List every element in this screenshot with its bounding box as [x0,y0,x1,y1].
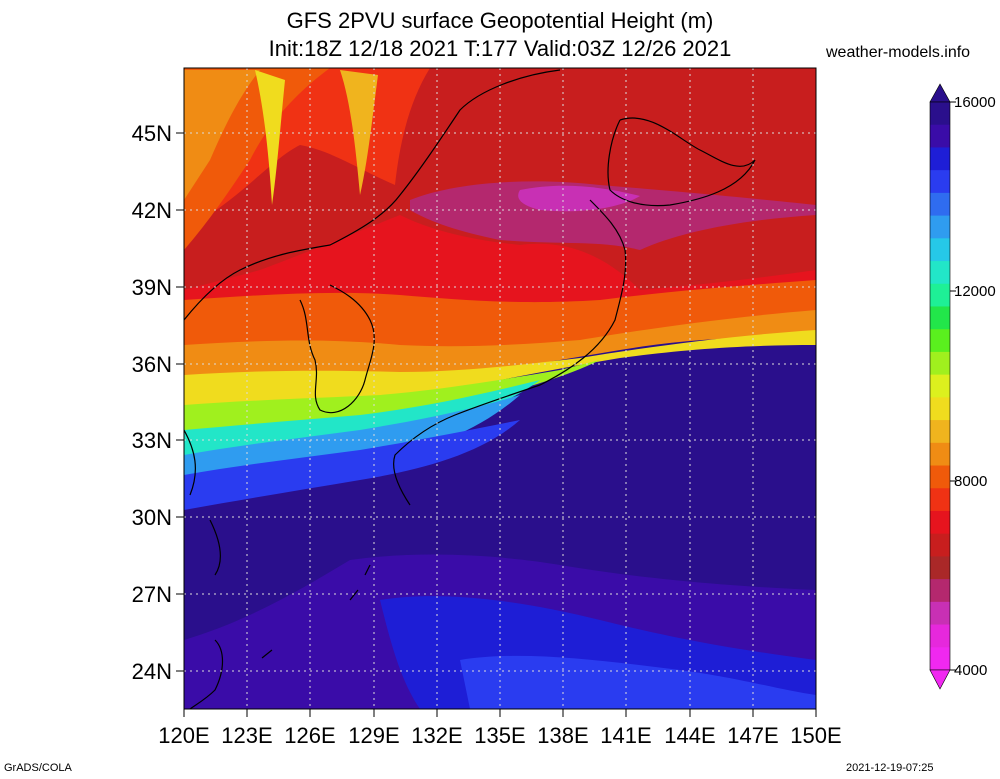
lon-label: 144E [664,723,715,748]
colorbar-cell [930,579,950,603]
colorbar-cell [930,261,950,285]
colorbar-cell [930,397,950,421]
lon-label: 126E [284,723,335,748]
credit-label: weather-models.info [826,44,971,61]
lon-label: 120E [158,723,209,748]
colorbar-max-arrow [929,83,951,103]
colorbar-cell [930,192,950,217]
colorbar-cell [930,124,950,148]
lon-label: 123E [221,723,272,748]
lon-axis: 120E 123E 126E 129E 132E 135E 138E 141E … [158,709,842,748]
colorbar-cell [930,647,950,671]
colorbar-cell [930,329,950,353]
lon-label: 132E [411,723,462,748]
colorbar-cell [930,510,950,535]
colorbar-cell [930,556,950,580]
lat-label: 24N [132,659,172,684]
lat-label: 33N [132,428,172,453]
colorbar-cell [930,533,950,557]
colorbar-cell [930,374,950,398]
colorbar-cell [930,283,950,307]
lat-label: 30N [132,505,172,530]
colorbar-cell [930,488,950,512]
coastline-outlines [184,69,756,709]
lon-label: 135E [474,723,525,748]
map-grid [184,68,816,709]
colorbar-cell [930,624,950,648]
colorbar-cell [930,601,950,626]
colorbar-cell [930,102,950,126]
lat-label: 42N [132,198,172,223]
lon-label: 147E [727,723,778,748]
colorbar-cell [930,351,950,376]
lat-label: 36N [132,352,172,377]
lon-label: 138E [537,723,588,748]
colorbar: 16000 12000 8000 4000 [929,83,996,690]
lat-axis: 45N 42N 39N 36N 33N 30N 27N 24N [132,121,184,684]
map-title: GFS 2PVU surface Geopotential Height (m) [286,8,714,33]
map-subtitle: Init:18Z 12/18 2021 T:177 Valid:03Z 12/2… [268,36,732,61]
colorbar-cell [930,238,950,262]
footer-left: GrADS/COLA [4,762,72,774]
colorbar-cell [930,170,950,194]
colorbar-cell [930,420,950,444]
colorbar-cell [930,215,950,239]
colorbar-cells [929,101,951,671]
colorbar-label: 16000 [954,94,996,111]
lat-label: 27N [132,582,172,607]
colorbar-cell [930,465,950,489]
lon-label: 150E [790,723,841,748]
lat-label: 45N [132,121,172,146]
colorbar-min-arrow [929,669,951,690]
colorbar-label: 8000 [954,473,987,490]
colorbar-cell [930,442,950,467]
colorbar-label: 4000 [954,662,987,679]
footer-right: 2021-12-19-07:25 [846,762,934,774]
lon-label: 129E [348,723,399,748]
colorbar-cell [930,147,950,171]
lat-label: 39N [132,275,172,300]
lon-label: 141E [600,723,651,748]
colorbar-cell [930,306,950,330]
height-field [184,68,816,709]
colorbar-label: 12000 [954,283,996,300]
